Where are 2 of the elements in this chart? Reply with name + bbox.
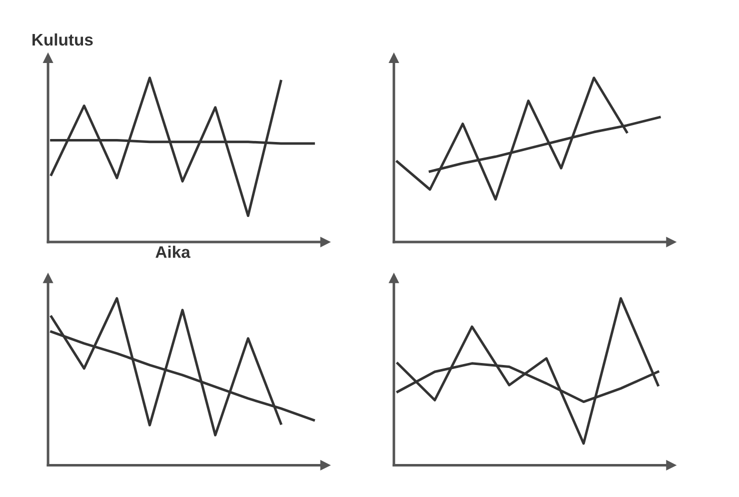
- y-axis-title: Kulutus: [32, 33, 93, 46]
- x-axis-title: Aika: [156, 246, 190, 258]
